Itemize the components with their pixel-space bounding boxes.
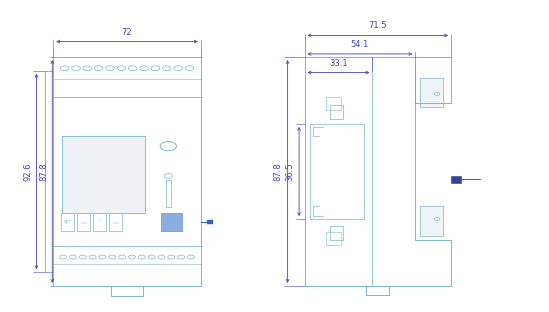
Text: 72: 72: [122, 28, 132, 37]
Bar: [326, 97, 341, 110]
Bar: [161, 213, 182, 231]
Bar: [77, 213, 90, 231]
Text: >>: >>: [112, 220, 119, 224]
Bar: [208, 220, 214, 224]
Text: 87.8: 87.8: [274, 162, 283, 181]
Text: 87.8: 87.8: [39, 162, 48, 181]
Text: 92.6: 92.6: [23, 162, 32, 181]
Bar: [166, 180, 171, 207]
Bar: [419, 206, 443, 236]
Bar: [451, 176, 461, 183]
Bar: [326, 232, 341, 245]
Text: 33.1: 33.1: [329, 59, 348, 68]
Text: 36.5: 36.5: [285, 162, 295, 181]
Text: ^: ^: [98, 220, 102, 224]
Text: <<: <<: [80, 220, 87, 224]
Bar: [109, 213, 122, 231]
Bar: [93, 213, 106, 231]
Text: 54.1: 54.1: [351, 40, 369, 49]
Text: 71.5: 71.5: [368, 22, 387, 31]
Bar: [419, 78, 443, 107]
Bar: [61, 213, 74, 231]
Text: SET: SET: [64, 220, 72, 224]
Bar: [62, 136, 145, 213]
